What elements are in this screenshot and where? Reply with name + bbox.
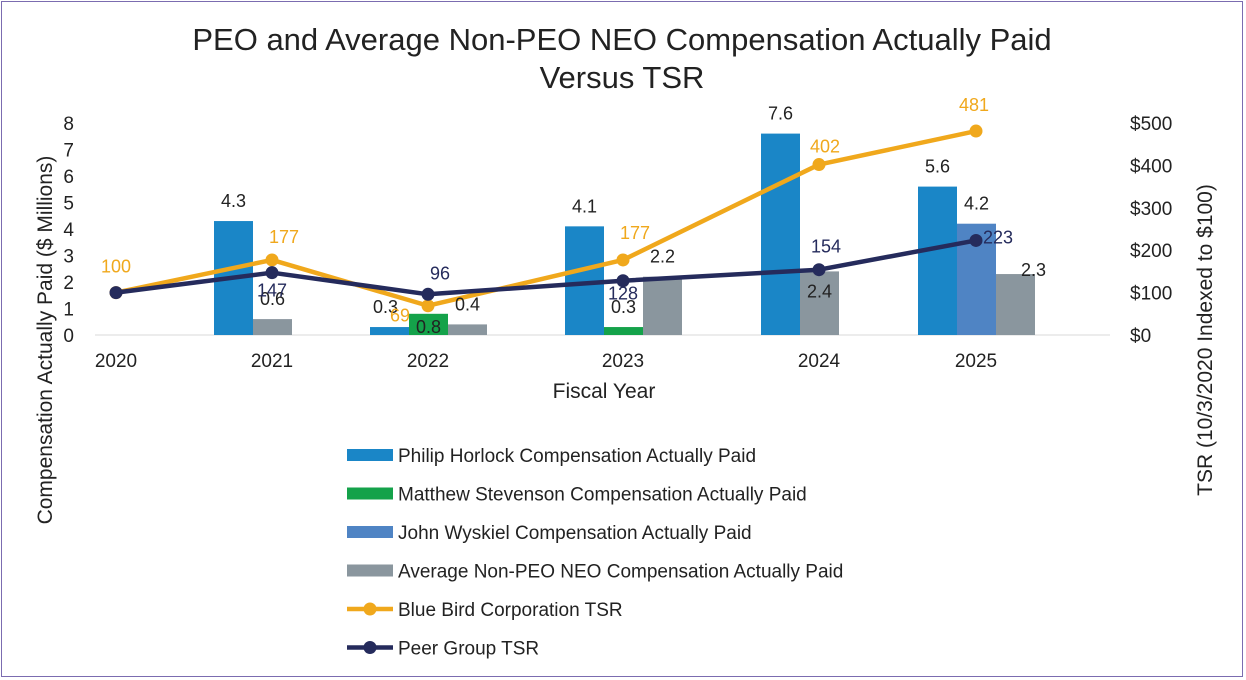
y2-tick-label: $300 (1130, 199, 1172, 220)
bar-philip-horlock-compensation-actually-paid-2024 (761, 133, 800, 335)
bar-average-non-peo-neo-compensation-actually-paid-2025 (996, 274, 1035, 335)
bar-data-label: 5.6 (925, 157, 950, 177)
bar-data-label: 2.4 (807, 281, 832, 301)
y2-tick-label: $200 (1130, 241, 1172, 262)
bar-data-label: 2.3 (1021, 260, 1046, 280)
y-axis-title: Compensation Actually Paid ($ Millions) (34, 156, 57, 525)
line-data-label: 481 (959, 95, 989, 115)
legend-label: Peer Group TSR (398, 639, 539, 660)
x-tick-label: 2024 (798, 351, 841, 372)
y-tick-label: 5 (63, 194, 74, 215)
x-tick-label: 2020 (95, 351, 137, 372)
legend-label: Matthew Stevenson Compensation Actually … (398, 485, 807, 506)
legend-swatch-marker (363, 641, 377, 654)
point-peer-group-tsr-2022 (421, 287, 435, 301)
point-peer-group-tsr-2020 (109, 286, 123, 300)
y-tick-label: 1 (63, 300, 74, 321)
bar-data-label: 0.4 (455, 294, 480, 314)
point-peer-group-tsr-2024 (812, 263, 826, 277)
x-axis-title: Fiscal Year (553, 380, 656, 403)
y-tick-label: 0 (63, 326, 74, 347)
bar-data-label: 0.8 (416, 317, 441, 337)
x-tick-label: 2021 (251, 351, 293, 372)
bar-data-label: 2.2 (650, 247, 675, 267)
legend-item-john-wyskiel-compensation-actually-paid: John Wyskiel Compensation Actually Paid (347, 523, 752, 544)
line-data-label: 402 (810, 137, 840, 157)
bar-average-non-peo-neo-compensation-actually-paid-2023 (643, 276, 682, 335)
bar-data-label: 4.1 (572, 196, 597, 216)
bar-data-label: 7.6 (768, 104, 793, 124)
y-tick-label: 6 (63, 167, 74, 188)
chart-title-line-2: Versus TSR (540, 60, 705, 95)
bar-data-label: 0.3 (611, 297, 636, 317)
point-blue-bird-corporation-tsr-2021 (265, 253, 279, 267)
y-tick-label: 7 (63, 141, 74, 162)
y2-tick-label: $400 (1130, 156, 1172, 177)
line-data-label: 69 (390, 306, 410, 326)
legend-label: Philip Horlock Compensation Actually Pai… (398, 446, 756, 467)
x-tick-label: 2023 (602, 351, 644, 372)
line-data-label: 223 (983, 227, 1013, 247)
chart-title-line-1: PEO and Average Non-PEO NEO Compensation… (192, 22, 1051, 57)
bar-matthew-stevenson-compensation-actually-paid-2023 (604, 327, 643, 335)
point-peer-group-tsr-2025 (969, 233, 983, 247)
line-peer-group-tsr (115, 238, 977, 297)
line-data-label: 177 (620, 223, 650, 243)
bar-philip-horlock-compensation-actually-paid-2022 (370, 327, 409, 335)
legend-swatch (347, 449, 393, 461)
bar-average-non-peo-neo-compensation-actually-paid-2022 (448, 324, 487, 335)
bar-matthew-stevenson-compensation-actually-paid-2022 (409, 313, 448, 335)
legend-label: Blue Bird Corporation TSR (398, 600, 623, 621)
x-tick-label: 2022 (407, 351, 449, 372)
line-data-label: 154 (811, 237, 841, 257)
line-data-label: 96 (430, 263, 450, 283)
bar-philip-horlock-compensation-actually-paid-2025 (918, 186, 957, 335)
bar-data-label: 4.2 (964, 194, 989, 214)
legend-label: John Wyskiel Compensation Actually Paid (398, 523, 752, 544)
legend-swatch-marker (363, 602, 377, 616)
bar-data-label: 4.3 (221, 191, 246, 211)
legend-item-peer-group-tsr: Peer Group TSR (347, 639, 539, 660)
bar-average-non-peo-neo-compensation-actually-paid-2024 (800, 271, 839, 335)
legend-item-blue-bird-corporation-tsr: Blue Bird Corporation TSR (347, 600, 623, 621)
y-tick-label: 3 (63, 247, 74, 268)
y2-axis-title: TSR (10/3/2020 Indexed to $100) (1194, 184, 1217, 496)
legend-item-philip-horlock-compensation-actually-paid: Philip Horlock Compensation Actually Pai… (347, 446, 756, 467)
point-peer-group-tsr-2021 (265, 266, 279, 280)
y2-tick-label: $100 (1130, 284, 1172, 305)
line-data-label: 128 (608, 284, 638, 304)
legend-item-average-non-peo-neo-compensation-actually-paid: Average Non-PEO NEO Compensation Actuall… (347, 562, 843, 583)
line-data-label: 177 (269, 227, 299, 247)
point-blue-bird-corporation-tsr-2022 (421, 299, 435, 313)
legend-swatch (347, 487, 393, 500)
line-data-label: 100 (101, 257, 131, 277)
legend-item-matthew-stevenson-compensation-actually-paid: Matthew Stevenson Compensation Actually … (347, 485, 807, 506)
y2-tick-label: $0 (1130, 326, 1151, 347)
y-tick-label: 2 (63, 273, 74, 294)
y2-tick-label: $500 (1130, 114, 1172, 135)
line-data-label: 147 (257, 281, 287, 301)
x-tick-label: 2025 (955, 351, 997, 372)
legend-swatch (347, 526, 393, 538)
bar-average-non-peo-neo-compensation-actually-paid-2021 (253, 319, 292, 335)
y-tick-label: 8 (63, 114, 74, 135)
point-peer-group-tsr-2023 (616, 274, 630, 288)
legend-label: Average Non-PEO NEO Compensation Actuall… (398, 562, 843, 583)
point-blue-bird-corporation-tsr-2024 (812, 158, 826, 172)
line-blue-bird-corporation-tsr (115, 128, 977, 308)
legend-swatch (347, 564, 393, 577)
bar-data-label: 0.6 (260, 289, 285, 309)
point-blue-bird-corporation-tsr-2023 (616, 253, 630, 267)
bar-data-label: 0.3 (373, 297, 398, 317)
point-blue-bird-corporation-tsr-2025 (969, 124, 983, 138)
y-tick-label: 4 (63, 220, 74, 241)
